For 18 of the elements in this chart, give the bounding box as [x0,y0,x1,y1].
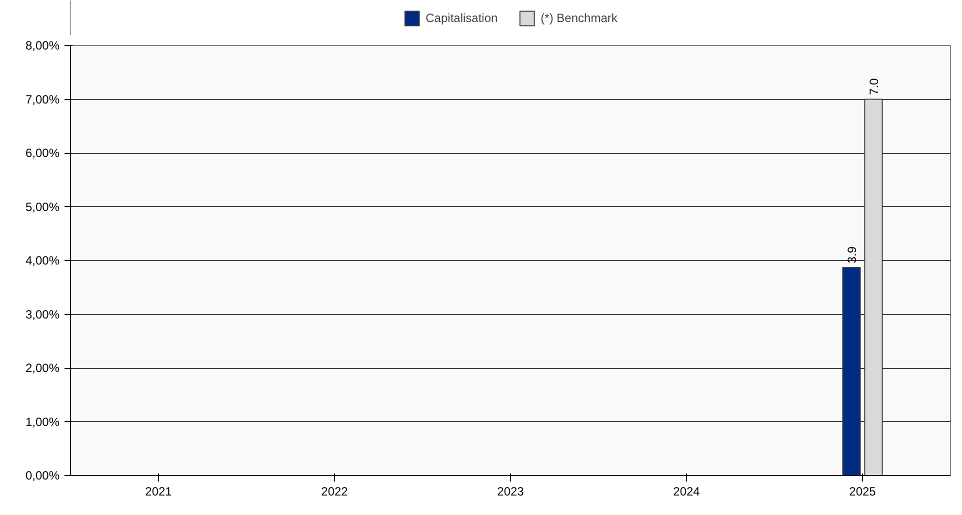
x-tick-label: 2023 [497,484,524,498]
legend-label: (*) Benchmark [540,10,618,24]
data-label: 3.9 [845,246,859,264]
x-tick-label: 2022 [321,484,348,498]
x-tick-label: 2024 [673,484,700,498]
y-tick-label: 1,00% [25,414,60,429]
x-tick-label: 2025 [849,484,876,498]
y-tick-label: 3,00% [25,307,60,322]
y-tick-label: 5,00% [25,200,60,214]
y-tick-label: 0,00% [25,468,60,482]
y-tick-label: 2,00% [25,361,60,375]
x-tick-label: 2021 [145,484,172,498]
data-label: 7.0 [867,78,881,95]
legend-label: Capitalisation [426,10,498,24]
y-tick-label: 7,00% [25,92,60,106]
y-tick-label: 6,00% [25,146,60,160]
y-tick-label: 8,00% [25,38,60,52]
y-tick-label: 4,00% [25,254,60,268]
